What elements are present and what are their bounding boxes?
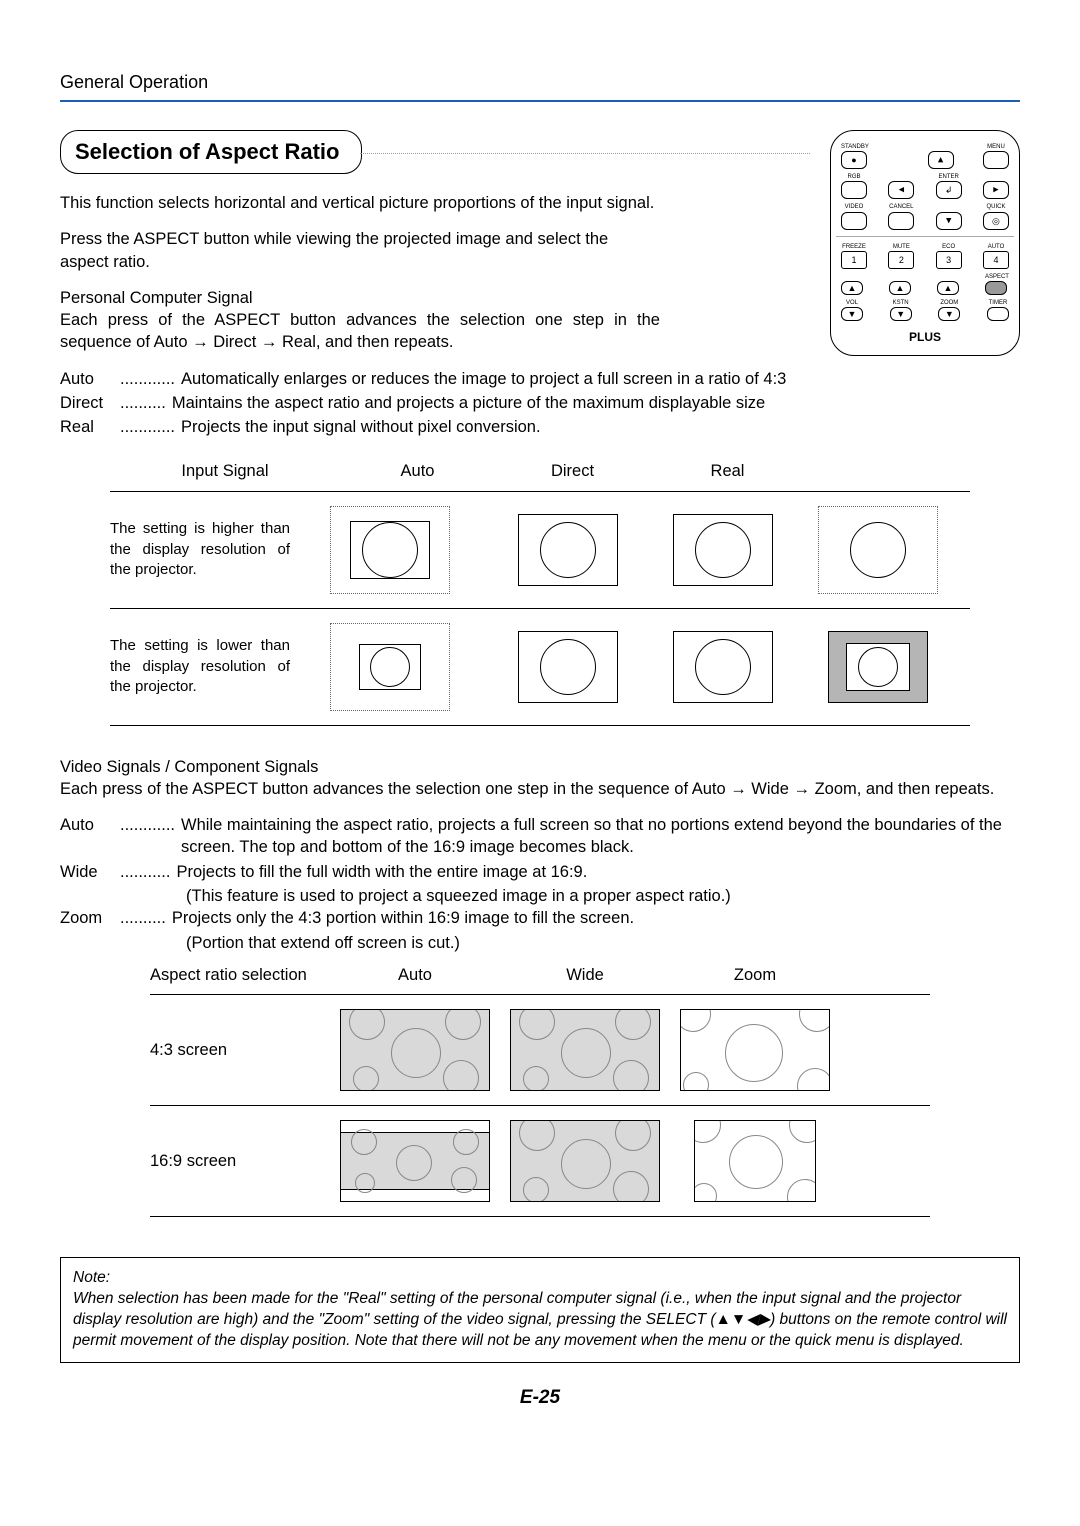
definition-row: Zoom..........Projects only the 4:3 port… (60, 907, 1020, 929)
section-title: Selection of Aspect Ratio (60, 130, 362, 174)
page-number: E-25 (60, 1385, 1020, 1411)
remote-brand: PLUS (841, 329, 1009, 345)
definition-subline: (Portion that extend off screen is cut.) (186, 932, 1020, 954)
video-signal-title: Video Signals / Component Signals (60, 756, 1020, 778)
intro-1: This function selects horizontal and ver… (60, 192, 660, 214)
definition-row: Auto............While maintaining the as… (60, 814, 1020, 859)
definition-subline: (This feature is used to project a squee… (186, 885, 1020, 907)
header-rule (60, 100, 1020, 102)
intro-2: Press the ASPECT button while viewing th… (60, 228, 660, 273)
page-header: General Operation (60, 70, 1020, 94)
note-body: When selection has been made for the "Re… (73, 1289, 1007, 1352)
note-title: Note: (73, 1268, 1007, 1289)
definition-row: Auto............Automatically enlarges o… (60, 368, 1020, 390)
video-signal-text: Each press of the ASPECT button advances… (60, 778, 1020, 800)
definition-row: Direct..........Maintains the aspect rat… (60, 392, 1020, 414)
definition-row: Real............Projects the input signa… (60, 416, 1020, 438)
pc-signal-text: Each press of the ASPECT button advances… (60, 309, 660, 354)
note-box: Note: When selection has been made for t… (60, 1257, 1020, 1363)
aspect-table-pc: Input Signal Auto Direct Real The settin… (110, 460, 970, 725)
aspect-table-video: Aspect ratio selection Auto Wide Zoom 4:… (150, 964, 930, 1217)
remote-illustration: STANDBY● ▲ MENU RGB ◀ ENTER↲ ▶ VIDEO CAN… (830, 130, 1020, 356)
definition-row: Wide...........Projects to fill the full… (60, 861, 1020, 883)
